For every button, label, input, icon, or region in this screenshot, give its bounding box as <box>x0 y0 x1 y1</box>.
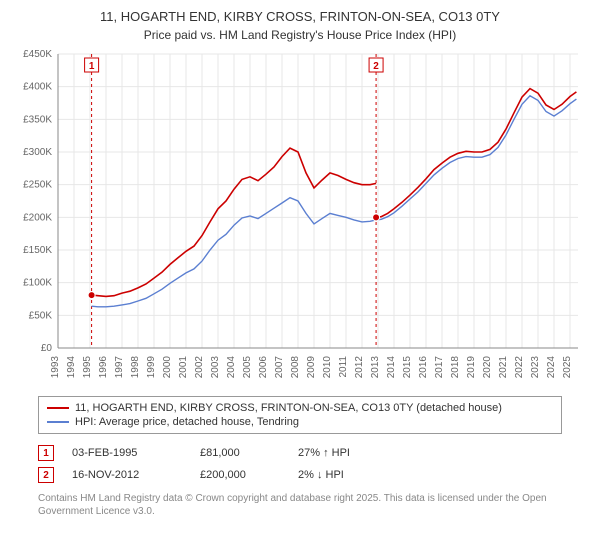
svg-text:2017: 2017 <box>434 356 445 379</box>
svg-text:1: 1 <box>89 61 95 72</box>
svg-text:1995: 1995 <box>82 356 93 379</box>
chart-plot: £0 £50K £100K £150K £200K £250K £300K £350K £400… <box>12 48 588 388</box>
svg-text:2000: 2000 <box>162 356 173 379</box>
svg-text:2016: 2016 <box>418 356 429 379</box>
svg-text:2019: 2019 <box>466 356 477 379</box>
svg-text:£450K: £450K <box>23 49 52 60</box>
svg-text:2021: 2021 <box>498 356 509 379</box>
transaction-delta: 2% ↓ HPI <box>298 469 344 481</box>
svg-text:£200K: £200K <box>23 213 52 224</box>
svg-text:1997: 1997 <box>114 356 125 379</box>
svg-text:2005: 2005 <box>242 356 253 379</box>
legend-label: 11, HOGARTH END, KIRBY CROSS, FRINTON-ON… <box>75 402 502 414</box>
svg-text:2024: 2024 <box>546 356 557 379</box>
svg-text:2022: 2022 <box>514 356 525 379</box>
svg-text:1994: 1994 <box>66 356 77 379</box>
line-chart-svg: £0 £50K £100K £150K £200K £250K £300K £350K £400… <box>12 48 588 388</box>
svg-text:2023: 2023 <box>530 356 541 379</box>
footer-attribution: Contains HM Land Registry data © Crown c… <box>38 492 562 518</box>
svg-text:2020: 2020 <box>482 356 493 379</box>
svg-text:2014: 2014 <box>386 356 397 379</box>
svg-text:£100K: £100K <box>23 278 52 289</box>
svg-text:1999: 1999 <box>146 356 157 379</box>
svg-text:1996: 1996 <box>98 356 109 379</box>
transaction-delta: 27% ↑ HPI <box>298 447 350 459</box>
transaction-price: £200,000 <box>200 469 280 481</box>
legend: 11, HOGARTH END, KIRBY CROSS, FRINTON-ON… <box>38 396 562 434</box>
svg-text:2008: 2008 <box>290 356 301 379</box>
legend-swatch <box>47 421 69 423</box>
svg-text:2025: 2025 <box>562 356 573 379</box>
legend-label: HPI: Average price, detached house, Tend… <box>75 416 299 428</box>
svg-text:2: 2 <box>373 61 379 72</box>
chart-container: 11, HOGARTH END, KIRBY CROSS, FRINTON-ON… <box>0 0 600 530</box>
transaction-marker: 2 <box>38 467 54 483</box>
legend-item: HPI: Average price, detached house, Tend… <box>47 415 553 429</box>
svg-text:2001: 2001 <box>178 356 189 379</box>
svg-text:£50K: £50K <box>29 311 53 322</box>
svg-text:£0: £0 <box>41 343 53 354</box>
svg-text:2011: 2011 <box>338 356 349 378</box>
transactions-table: 1 03-FEB-1995 £81,000 27% ↑ HPI 2 16-NOV-2012… <box>38 442 562 486</box>
transaction-row: 2 16-NOV-2012 £200,000 2% ↓ HPI <box>38 464 562 486</box>
chart-title: 11, HOGARTH END, KIRBY CROSS, FRINTON-ON… <box>12 8 588 26</box>
chart-subtitle: Price paid vs. HM Land Registry's House … <box>12 28 588 42</box>
svg-text:2009: 2009 <box>306 356 317 379</box>
svg-text:2015: 2015 <box>402 356 413 379</box>
svg-text:2003: 2003 <box>210 356 221 379</box>
svg-text:2010: 2010 <box>322 356 333 379</box>
svg-text:2018: 2018 <box>450 356 461 379</box>
legend-swatch <box>47 407 69 409</box>
svg-text:1998: 1998 <box>130 356 141 379</box>
transaction-row: 1 03-FEB-1995 £81,000 27% ↑ HPI <box>38 442 562 464</box>
svg-text:2007: 2007 <box>274 356 285 379</box>
svg-text:2006: 2006 <box>258 356 269 379</box>
svg-text:2012: 2012 <box>354 356 365 379</box>
transaction-price: £81,000 <box>200 447 280 459</box>
svg-text:£150K: £150K <box>23 245 52 256</box>
svg-text:£250K: £250K <box>23 180 52 191</box>
svg-text:£300K: £300K <box>23 147 52 158</box>
legend-item: 11, HOGARTH END, KIRBY CROSS, FRINTON-ON… <box>47 401 553 415</box>
svg-text:£350K: £350K <box>23 115 52 126</box>
transaction-date: 16-NOV-2012 <box>72 469 182 481</box>
svg-text:2002: 2002 <box>194 356 205 379</box>
svg-text:2013: 2013 <box>370 356 381 379</box>
transaction-date: 03-FEB-1995 <box>72 447 182 459</box>
svg-text:£400K: £400K <box>23 82 52 93</box>
svg-text:1993: 1993 <box>50 356 61 379</box>
svg-text:2004: 2004 <box>226 356 237 379</box>
transaction-marker: 1 <box>38 445 54 461</box>
